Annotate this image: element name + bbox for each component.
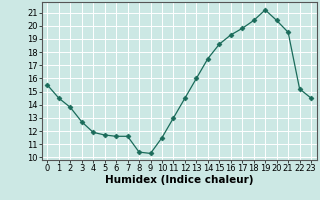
X-axis label: Humidex (Indice chaleur): Humidex (Indice chaleur) [105,175,253,185]
